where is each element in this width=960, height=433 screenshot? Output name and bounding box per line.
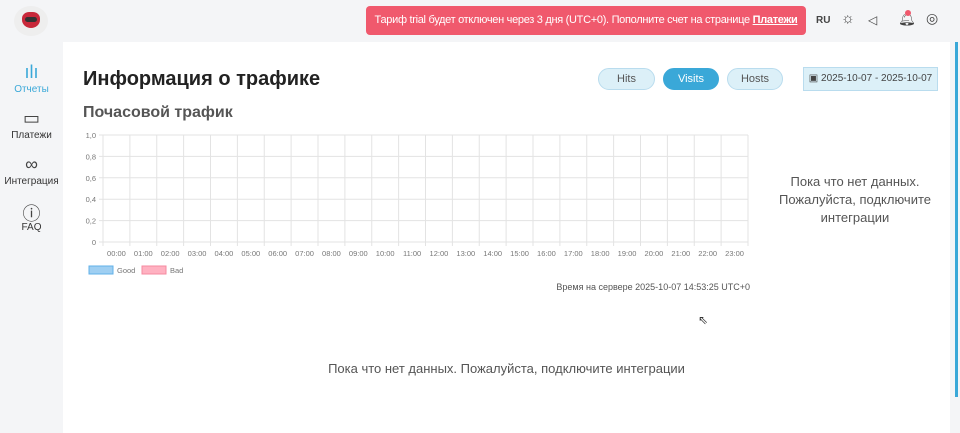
payments-link[interactable]: Платежи (752, 14, 798, 26)
logo[interactable] (14, 6, 48, 36)
x-tick-label: 16:00 (537, 249, 556, 258)
x-tick-label: 11:00 (403, 249, 421, 258)
telegram-icon[interactable]: ◁ (868, 13, 878, 27)
x-tick-label: 18:00 (591, 249, 610, 258)
sidebar-item-reports[interactable]: ılı Отчеты (0, 62, 63, 95)
x-tick-label: 06:00 (268, 249, 287, 258)
server-time: Время на сервере 2025-10-07 14:53:25 UTC… (556, 282, 750, 292)
user-icon[interactable]: ◎ (926, 10, 939, 26)
x-tick-label: 21:00 (671, 249, 690, 258)
y-tick-label: 0,8 (86, 152, 96, 161)
x-tick-label: 19:00 (618, 249, 637, 258)
x-tick-label: 23:00 (725, 249, 744, 258)
bar-chart-icon: ılı (24, 62, 39, 82)
y-tick-label: 0,4 (86, 195, 96, 204)
wallet-icon: ▭ (22, 108, 40, 128)
x-tick-label: 20:00 (645, 249, 664, 258)
mouse-cursor-icon: ⇖ (698, 313, 709, 327)
x-tick-label: 14:00 (483, 249, 502, 258)
x-tick-label: 07:00 (295, 249, 314, 258)
x-tick-label: 01:00 (134, 249, 153, 258)
date-range-text: 2025-10-07 - 2025-10-07 (821, 73, 933, 84)
y-tick-label: 0 (92, 238, 96, 247)
banner-text: Тариф trial будет отключен через 3 дня (… (374, 14, 751, 26)
date-range-picker[interactable]: ▣ 2025-10-07 - 2025-10-07 (803, 67, 938, 91)
legend-swatch-good (88, 265, 114, 275)
y-tick-label: 1,0 (86, 131, 96, 140)
link-icon: ∞ (25, 154, 38, 174)
label: Интеграция (4, 176, 59, 187)
y-tick-label: 0,6 (86, 174, 96, 183)
notification-dot (905, 10, 911, 16)
hourly-traffic-chart: 0 0,2 0,4 0,6 0,8 1,0 00:00 01:00 02:00 03:00 04:0… (86, 131, 749, 275)
no-data-message-bottom: Пока что нет данных. Пожалуйста, подключ… (328, 361, 685, 376)
sidebar-item-payments[interactable]: ▭ Платежи (0, 108, 63, 141)
x-tick-label: 05:00 (241, 249, 260, 258)
calendar-icon: ▣ (808, 73, 819, 84)
y-tick-label: 0,2 (86, 217, 96, 226)
x-tick-label: 08:00 (322, 249, 341, 258)
tab-hits[interactable]: Hits (598, 68, 655, 90)
sun-icon[interactable]: ☼ (841, 10, 855, 27)
section-title: Почасовой трафик (83, 104, 233, 121)
x-tick-label: 02:00 (161, 249, 180, 258)
sidebar-item-integration[interactable]: ∞ Интеграция (0, 154, 63, 187)
scrollbar[interactable] (955, 42, 958, 397)
legend-label-bad: Bad (170, 266, 183, 275)
trial-banner: Тариф trial будет отключен через 3 дня (… (366, 6, 806, 35)
x-tick-label: 00:00 (107, 249, 126, 258)
legend-label-good: Good (117, 266, 135, 275)
x-tick-label: 09:00 (349, 249, 368, 258)
x-tick-label: 03:00 (188, 249, 207, 258)
no-data-message-right: Пока что нет данных. Пожалуйста, подключ… (779, 174, 931, 225)
tab-hosts[interactable]: Hosts (727, 68, 783, 90)
bell-icon[interactable]: 🔔︎ (898, 10, 916, 26)
label: Отчеты (14, 84, 49, 95)
language-switch[interactable]: RU (816, 15, 831, 26)
tab-visits[interactable]: Visits (663, 68, 719, 90)
label: Платежи (11, 130, 52, 141)
x-tick-label: 10:00 (376, 249, 395, 258)
x-tick-label: 22:00 (698, 249, 717, 258)
legend-swatch-bad (141, 265, 167, 275)
question-icon: ⓘ (22, 204, 41, 224)
page-title: Информация о трафике (83, 68, 321, 90)
label: FAQ (21, 222, 42, 233)
sidebar-item-faq[interactable]: ⓘ FAQ (0, 200, 63, 233)
x-tick-label: 15:00 (510, 249, 529, 258)
x-tick-label: 17:00 (564, 249, 583, 258)
x-tick-label: 12:00 (430, 249, 449, 258)
x-tick-label: 04:00 (215, 249, 234, 258)
x-tick-label: 13:00 (456, 249, 475, 258)
